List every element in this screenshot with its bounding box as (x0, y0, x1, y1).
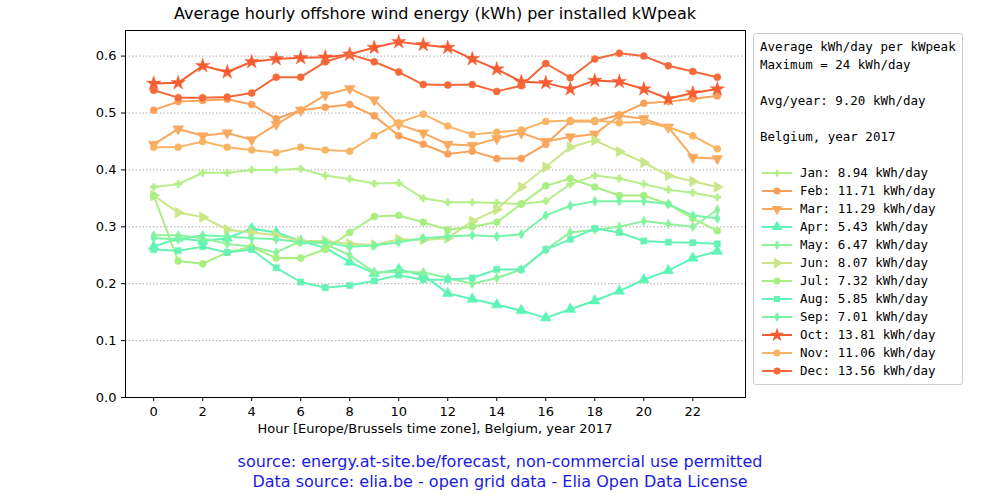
svg-text:0.2: 0.2 (96, 276, 117, 291)
html-text:Aug: 5.85 kWh/day: Aug: 5.85 kWh/day (800, 291, 928, 306)
svg-text:6: 6 (297, 404, 305, 419)
svg-text:0.4: 0.4 (96, 162, 117, 177)
html-text:Maximum = 24 kWh/day: Maximum = 24 kWh/day (760, 57, 911, 72)
html-text:May: 6.47 kWh/day: May: 6.47 kWh/day (800, 237, 928, 252)
svg-text:10: 10 (390, 404, 407, 419)
svg-text:8: 8 (346, 404, 354, 419)
html-text:Data source: elia.be - open gr: Data source: elia.be - open grid data - … (252, 472, 748, 491)
svg-text:0.6: 0.6 (96, 48, 117, 63)
html-text:Dec: 13.56 kWh/day: Dec: 13.56 kWh/day (800, 363, 936, 378)
svg-text:0.1: 0.1 (96, 333, 117, 348)
svg-text:0.3: 0.3 (96, 219, 117, 234)
html-text:Nov: 11.06 kWh/day: Nov: 11.06 kWh/day (800, 345, 936, 360)
svg-text:22: 22 (685, 404, 702, 419)
svg-text:0.0: 0.0 (96, 390, 117, 405)
svg-text:12: 12 (439, 404, 456, 419)
svg-text:20: 20 (636, 404, 653, 419)
html-text:Feb: 11.71 kWh/day: Feb: 11.71 kWh/day (800, 183, 936, 198)
html-text:source: energy.at-site.be/fore: source: energy.at-site.be/forecast, non-… (237, 452, 763, 471)
svg-text:14: 14 (488, 404, 505, 419)
svg-text:18: 18 (587, 404, 604, 419)
html-text:Apr: 5.43 kWh/day: Apr: 5.43 kWh/day (800, 219, 928, 234)
html-text:Mar: 11.29 kWh/day: Mar: 11.29 kWh/day (800, 201, 936, 216)
svg-text:4: 4 (248, 404, 256, 419)
html-text:Sep: 7.01 kWh/day: Sep: 7.01 kWh/day (800, 309, 928, 324)
html-text:Jul: 7.32 kWh/day: Jul: 7.32 kWh/day (800, 273, 928, 288)
svg-text:16: 16 (538, 404, 555, 419)
html-text:Hour [Europe/Brussels time zon: Hour [Europe/Brussels time zone], Belgiu… (257, 421, 613, 436)
html-text:Avg/year: 9.20 kWh/day: Avg/year: 9.20 kWh/day (760, 93, 926, 108)
html-text:Jan: 8.94 kWh/day: Jan: 8.94 kWh/day (800, 165, 928, 180)
svg-text:0.5: 0.5 (96, 105, 117, 120)
svg-text:0: 0 (150, 404, 158, 419)
html-text:Average kWh/day per kWpeak: Average kWh/day per kWpeak (760, 39, 956, 54)
html-text:Oct: 13.81 kWh/day: Oct: 13.81 kWh/day (800, 327, 936, 342)
html-text:Belgium, year 2017: Belgium, year 2017 (760, 129, 896, 144)
html-text:Average hourly offshore wind e: Average hourly offshore wind energy (kWh… (174, 4, 696, 23)
html-text:Jun: 8.07 kWh/day: Jun: 8.07 kWh/day (800, 255, 928, 270)
svg-text:2: 2 (199, 404, 207, 419)
